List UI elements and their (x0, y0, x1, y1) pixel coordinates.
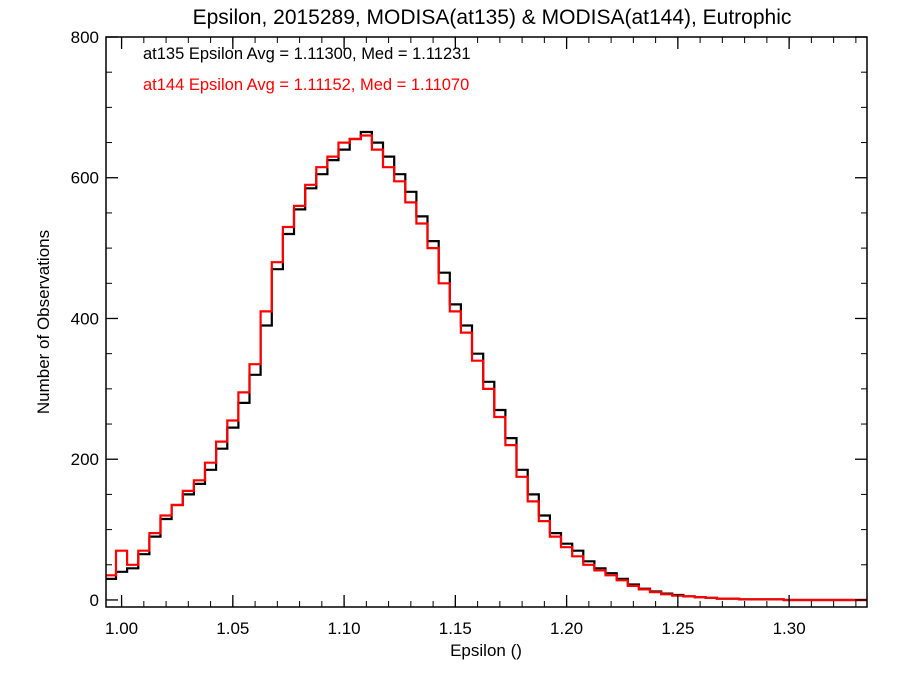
x-tick-label: 1.30 (773, 619, 806, 638)
x-tick-label: 1.00 (105, 619, 138, 638)
y-tick-label: 800 (71, 28, 99, 47)
x-tick-label: 1.10 (328, 619, 361, 638)
annotation-at144: at144 Epsilon Avg = 1.11152, Med = 1.110… (143, 76, 469, 94)
chart-title: Epsilon, 2015289, MODISA(at135) & MODISA… (193, 6, 792, 29)
y-tick-label: 200 (71, 450, 99, 469)
series-layer (106, 130, 867, 602)
x-axis: 1.00 1.05 1.10 1.15 1.20 1.25 1.30 (105, 37, 857, 638)
y-axis: 0 200 400 600 800 (71, 28, 867, 610)
annotations: at135 Epsilon Avg = 1.11300, Med = 1.112… (143, 45, 471, 94)
y-tick-label: 600 (71, 169, 99, 188)
y-tick-label: 0 (90, 591, 99, 610)
series-line-1 (106, 134, 867, 602)
x-tick-label: 1.20 (550, 619, 583, 638)
y-axis-title: Number of Observations (34, 230, 53, 414)
x-tick-label: 1.15 (439, 619, 472, 638)
plot-frame (105, 36, 868, 608)
series-line-0 (106, 130, 867, 602)
x-tick-label: 1.25 (661, 619, 694, 638)
annotation-at135: at135 Epsilon Avg = 1.11300, Med = 1.112… (143, 45, 471, 63)
x-axis-title: Epsilon () (450, 641, 522, 660)
x-tick-label: 1.05 (216, 619, 249, 638)
y-tick-label: 400 (71, 309, 99, 328)
